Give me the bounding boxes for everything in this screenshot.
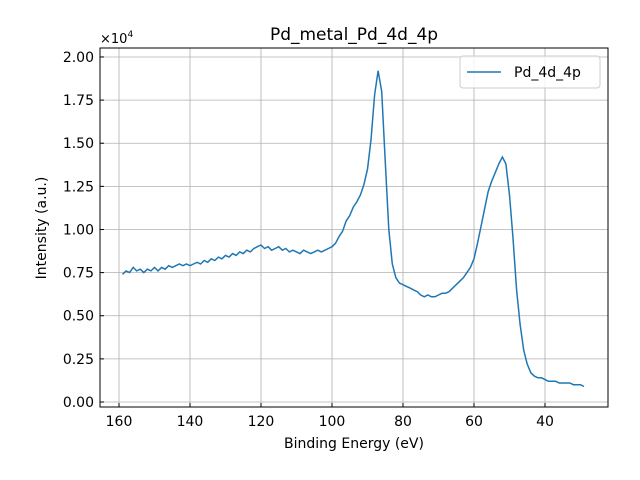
x-tick-label: 40 xyxy=(536,414,554,430)
y-tick-label: 1.75 xyxy=(63,93,94,109)
series-layer xyxy=(121,70,585,388)
y-scale-exponent: 4 xyxy=(127,30,133,40)
x-tick-label: 140 xyxy=(177,414,204,430)
legend: Pd_4d_4p xyxy=(459,55,601,89)
grid xyxy=(100,48,608,407)
y-tick-label: 1.00 xyxy=(63,222,94,238)
x-tick-label: 120 xyxy=(248,414,275,430)
y-tick-label: 1.50 xyxy=(63,136,94,152)
y-tick-label: 0.25 xyxy=(63,352,94,368)
y-axis-label: Intensity (a.u.) xyxy=(34,177,50,280)
y-tick-label: 1.25 xyxy=(63,179,94,195)
x-axis-label: Binding Energy (eV) xyxy=(284,436,424,452)
x-tick-label: 100 xyxy=(319,414,346,430)
y-tick-label: 0.00 xyxy=(63,395,94,411)
ticks: 160 140 120 100 80 60 40 0.00 0.25 0.50 0.75 1.00 1.… xyxy=(63,50,554,430)
x-tick-label: 60 xyxy=(465,414,483,430)
series-line-Pd_4d_4p xyxy=(121,70,585,388)
y-scale-base: ×10 xyxy=(100,32,127,47)
legend-box xyxy=(459,55,601,89)
plot-frame xyxy=(99,47,609,408)
chart-title: Pd_metal_Pd_4d_4p xyxy=(270,25,438,45)
y-tick-label: 0.75 xyxy=(63,266,94,282)
y-tick-label: 2.00 xyxy=(63,50,94,66)
legend-label: Pd_4d_4p xyxy=(514,65,581,81)
y-scale-multiplier: ×104 xyxy=(100,30,133,47)
x-tick-label: 160 xyxy=(106,414,133,430)
x-tick-label: 80 xyxy=(394,414,412,430)
y-tick-label: 0.50 xyxy=(63,309,94,325)
